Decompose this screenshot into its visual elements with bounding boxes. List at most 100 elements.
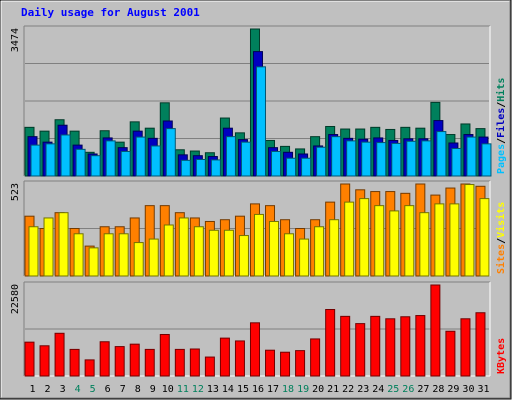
bar-visits-day-8 [133, 242, 144, 277]
x-tick-label-day-17: 17 [267, 384, 279, 395]
bar-visits-day-1 [28, 226, 39, 277]
x-tick-label-day-18: 18 [282, 384, 294, 395]
legend-label-part: Files [495, 108, 507, 138]
bar-kbytes-day-20 [310, 338, 321, 377]
bar-visits-day-3 [58, 212, 69, 277]
y-axis-max-label: 3474 [10, 28, 21, 52]
series-visits [28, 184, 490, 277]
bar-pages-day-11 [180, 159, 191, 177]
legend-label-part: Visits [495, 202, 507, 238]
bar-visits-day-28 [434, 203, 445, 277]
bar-visits-day-20 [314, 226, 325, 277]
bar-visits-day-15 [238, 235, 249, 277]
legend-label-part: Pages [496, 144, 507, 174]
bar-pages-day-17 [271, 150, 282, 177]
bar-visits-day-17 [269, 220, 280, 277]
x-tick-label-day-1: 1 [30, 384, 36, 395]
bar-visits-day-24 [374, 205, 385, 277]
bar-pages-day-9 [150, 145, 161, 177]
x-tick-label-day-13: 13 [207, 384, 219, 395]
x-tick-label-day-10: 10 [162, 384, 174, 395]
x-tick-label-day-22: 22 [342, 384, 354, 395]
x-tick-label-day-29: 29 [447, 384, 459, 395]
bar-visits-day-29 [449, 203, 460, 277]
x-tick-label-day-24: 24 [372, 384, 384, 395]
bar-pages-day-6 [105, 140, 116, 177]
panel-sites-visits: 523 Sites/Visits [10, 180, 507, 277]
bar-pages-day-24 [376, 142, 387, 177]
bar-kbytes-day-13 [204, 356, 215, 377]
x-tick-label-day-27: 27 [417, 384, 429, 395]
bar-pages-day-26 [406, 140, 417, 177]
bar-visits-day-9 [148, 238, 159, 277]
bar-pages-day-1 [30, 144, 41, 177]
bar-pages-day-3 [60, 134, 71, 177]
series-kbytes [24, 284, 486, 377]
x-tick-label-day-9: 9 [150, 384, 156, 395]
bar-visits-day-31 [479, 198, 490, 277]
bar-kbytes-day-30 [460, 318, 471, 377]
bar-pages-day-16 [255, 66, 266, 177]
x-tick-label-day-8: 8 [135, 384, 141, 395]
bar-kbytes-day-26 [400, 316, 411, 377]
bar-kbytes-day-24 [370, 315, 381, 377]
bar-kbytes-day-6 [99, 341, 110, 377]
x-tick-label-day-21: 21 [327, 384, 339, 395]
bar-kbytes-day-21 [325, 309, 336, 377]
bar-kbytes-day-19 [295, 350, 306, 377]
bar-pages-day-8 [135, 136, 146, 177]
bar-pages-day-19 [301, 157, 312, 177]
bar-visits-day-13 [208, 229, 219, 277]
bar-kbytes-day-11 [174, 348, 185, 377]
bar-kbytes-day-16 [249, 322, 260, 377]
x-tick-label-day-28: 28 [432, 384, 444, 395]
bar-kbytes-day-3 [54, 332, 65, 377]
bar-kbytes-day-8 [129, 343, 140, 377]
bar-pages-day-20 [316, 146, 327, 177]
series-pages [30, 66, 492, 177]
bar-visits-day-2 [43, 217, 54, 277]
bar-pages-day-29 [451, 147, 462, 177]
bar-kbytes-day-1 [24, 341, 35, 377]
bar-pages-day-18 [286, 157, 297, 177]
x-tick-label-day-3: 3 [60, 384, 66, 395]
bar-kbytes-day-12 [189, 348, 200, 377]
bar-kbytes-day-25 [385, 318, 396, 377]
bar-pages-day-7 [120, 150, 131, 177]
bar-visits-day-14 [223, 229, 234, 277]
bar-kbytes-day-9 [144, 348, 155, 377]
x-tick-label-day-19: 19 [297, 384, 309, 395]
bar-visits-day-21 [329, 219, 340, 277]
bar-pages-day-22 [346, 140, 357, 177]
bar-kbytes-day-10 [159, 333, 170, 377]
legend-label-part: Sites [495, 244, 507, 274]
legend-label-part: / [496, 102, 507, 108]
bar-pages-day-23 [361, 141, 372, 177]
bar-kbytes-day-27 [415, 315, 426, 377]
x-tick-label-day-6: 6 [105, 384, 111, 395]
legend-label: Pages/Files/Hits [495, 78, 507, 174]
bar-visits-day-22 [344, 201, 355, 277]
x-tick-label-day-20: 20 [312, 384, 324, 395]
x-tick-label-day-25: 25 [387, 384, 399, 395]
chart-title: Daily usage for August 2001 [21, 6, 200, 19]
bar-kbytes-day-2 [39, 345, 50, 377]
bar-visits-day-4 [73, 233, 84, 277]
bar-kbytes-day-17 [265, 349, 276, 377]
x-tick-label-day-4: 4 [75, 384, 81, 395]
bar-pages-day-30 [466, 136, 477, 177]
bar-kbytes-day-14 [219, 337, 230, 377]
x-tick-label-day-7: 7 [120, 384, 126, 395]
bar-kbytes-day-31 [475, 312, 486, 377]
bar-pages-day-2 [45, 143, 56, 177]
legend-label: KBytes [496, 338, 507, 374]
x-tick-label-day-5: 5 [90, 384, 96, 395]
bar-kbytes-day-4 [69, 348, 80, 377]
bar-visits-day-7 [118, 233, 129, 277]
bar-visits-day-12 [193, 226, 204, 277]
bar-pages-day-21 [331, 136, 342, 177]
y-axis-max-label: 523 [10, 183, 21, 201]
bar-kbytes-day-5 [84, 359, 95, 377]
